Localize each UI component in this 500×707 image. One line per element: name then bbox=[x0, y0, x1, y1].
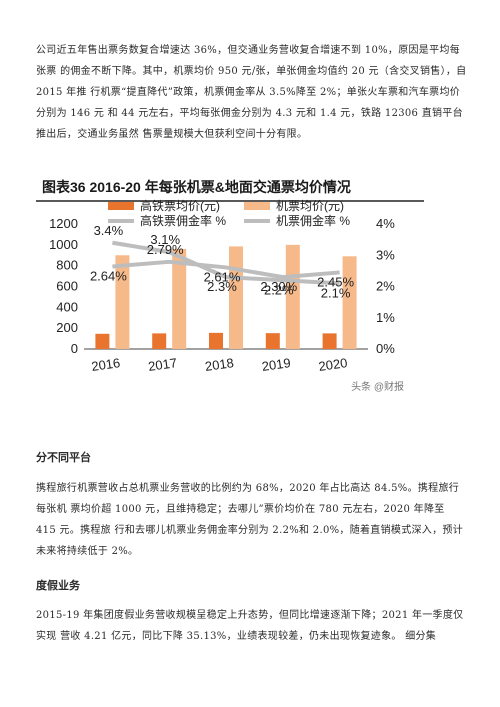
bar-air-price bbox=[172, 249, 187, 349]
bar-rail-price bbox=[152, 333, 167, 349]
price-commission-chart: 图表36 2016-20 年每张机票&地面交通票均价情况 0 200 400 600 8… bbox=[36, 174, 424, 396]
legend-swatch bbox=[108, 202, 134, 210]
line-rail-commission bbox=[112, 240, 340, 286]
legend-swatch bbox=[244, 202, 270, 210]
left-axis-tick-label: 0 bbox=[71, 341, 78, 356]
legend-label: 高铁票佣金率 % bbox=[140, 213, 226, 228]
data-label: 2.2% bbox=[264, 282, 294, 297]
data-label: 2.1% bbox=[321, 285, 351, 300]
data-label: 3.4% bbox=[94, 223, 124, 238]
intro-paragraph: 公司近五年售出票务数复合增速达 36%，但交通业务营收复合增速不到 10%，原因… bbox=[36, 45, 467, 140]
line-air-commission bbox=[112, 259, 340, 280]
right-axis-tick-label: 3% bbox=[376, 247, 395, 262]
right-axis-tick-label: 0% bbox=[376, 341, 395, 356]
left-axis-tick-label: 400 bbox=[56, 299, 78, 314]
bar-rail-price bbox=[95, 333, 110, 349]
left-axis-tick-label: 200 bbox=[56, 320, 78, 335]
data-label: 2.79% bbox=[147, 242, 184, 257]
data-label: 2.30% bbox=[260, 279, 297, 294]
left-axis-tick-label: 1000 bbox=[49, 237, 78, 252]
left-axis-tick-label: 600 bbox=[56, 279, 78, 294]
right-axis-tick-label: 4% bbox=[376, 216, 395, 231]
bar-air-price bbox=[342, 256, 357, 349]
section-heading-platforms: 分不同平台 bbox=[36, 451, 91, 464]
x-axis-tick-label: 2016 bbox=[90, 355, 121, 374]
bar-air-price bbox=[285, 244, 300, 349]
x-axis-tick-label: 2017 bbox=[147, 355, 178, 374]
x-axis-tick-label: 2019 bbox=[261, 355, 292, 374]
legend-label: 高铁票均价(元) bbox=[140, 198, 220, 213]
bar-air-price bbox=[229, 246, 243, 349]
data-label: 2.61% bbox=[204, 269, 241, 284]
bar-rail-price bbox=[322, 333, 337, 349]
section-heading-vacation: 度假业务 bbox=[36, 579, 80, 592]
bar-rail-price bbox=[265, 333, 280, 349]
watermark: 头条 @财报 bbox=[351, 380, 404, 393]
right-axis-tick-label: 1% bbox=[376, 310, 395, 325]
chart-title: 图表36 2016-20 年每张机票&地面交通票均价情况 bbox=[42, 179, 351, 195]
data-label: 2.3% bbox=[207, 279, 237, 294]
data-label: 3.1% bbox=[150, 232, 180, 247]
section-body-platforms: 携程旅行机票营收占总机票业务营收的比例约为 68%，2020 年占比高达 84.… bbox=[36, 483, 464, 557]
left-axis-tick-label: 800 bbox=[56, 258, 78, 273]
bar-rail-price bbox=[209, 332, 223, 349]
x-axis-tick-label: 2018 bbox=[204, 355, 235, 374]
chart-figure: 图表36 2016-20 年每张机票&地面交通票均价情况 0 200 400 600 8… bbox=[36, 174, 424, 396]
left-axis-tick-label: 1200 bbox=[49, 216, 78, 231]
right-axis-tick-label: 2% bbox=[376, 279, 395, 294]
bar-air-price bbox=[115, 255, 130, 349]
data-label: 2.64% bbox=[90, 269, 127, 284]
x-axis-tick-label: 2020 bbox=[318, 355, 349, 374]
legend-label: 机票均价(元) bbox=[276, 199, 344, 213]
legend-label: 机票佣金率 % bbox=[276, 213, 350, 228]
section-body-vacation: 2015-19 年集团度假业务营收规模呈稳定上升态势，但同比增速逐渐下降；202… bbox=[36, 610, 464, 642]
data-label: 2.45% bbox=[317, 274, 354, 289]
